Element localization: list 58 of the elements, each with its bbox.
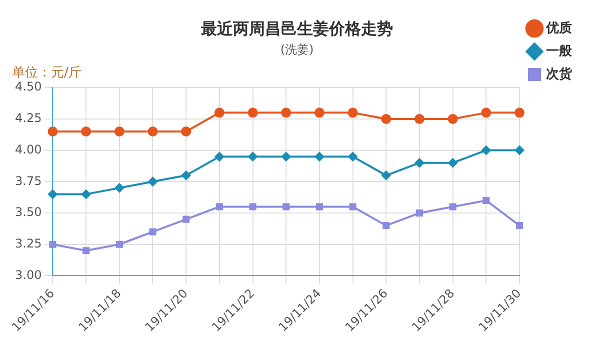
point	[414, 114, 424, 124]
point	[216, 203, 223, 210]
chart-title: 最近两周昌邑生姜价格走势	[200, 18, 393, 38]
point	[482, 196, 490, 204]
point	[149, 228, 156, 236]
point	[182, 216, 190, 223]
point	[314, 152, 324, 162]
point	[314, 108, 324, 118]
point	[281, 108, 292, 118]
point	[349, 203, 356, 210]
point	[116, 240, 123, 248]
point	[382, 222, 390, 230]
point	[82, 247, 90, 254]
point	[148, 126, 158, 136]
point	[281, 152, 292, 162]
point	[49, 240, 56, 248]
point	[81, 126, 92, 136]
point	[448, 158, 458, 168]
point	[448, 114, 458, 124]
point	[214, 108, 224, 118]
point	[449, 203, 456, 210]
point	[481, 145, 492, 156]
point	[516, 222, 524, 230]
y-tick-label: 4.00	[15, 142, 42, 156]
point	[249, 203, 256, 210]
point	[348, 152, 358, 162]
legend-label: 一般	[546, 44, 573, 59]
point	[514, 145, 524, 156]
y-tick-label: 4.50	[15, 80, 42, 94]
point	[48, 189, 58, 200]
y-axis-title: 单位：元/斤	[12, 65, 82, 80]
point	[114, 182, 124, 193]
point	[381, 114, 392, 124]
point	[348, 108, 358, 118]
point	[48, 126, 58, 136]
legend-label: 优质	[545, 20, 572, 36]
point	[148, 176, 158, 187]
point	[414, 158, 424, 168]
point	[248, 152, 258, 162]
chart-subtitle: (洗姜)	[280, 42, 314, 57]
point	[481, 108, 492, 118]
point	[181, 126, 192, 136]
point	[114, 126, 124, 136]
point	[416, 209, 424, 217]
y-tick-label: 3.75	[15, 174, 42, 188]
point	[514, 108, 524, 118]
point	[81, 189, 92, 200]
y-tick-label: 3.00	[15, 268, 42, 282]
y-tick-label: 3.25	[15, 236, 42, 250]
y-tick-label: 3.50	[15, 205, 42, 220]
point	[181, 170, 192, 180]
legend-label: 次货	[546, 66, 573, 82]
y-tick-label: 4.25	[15, 111, 42, 126]
point	[282, 203, 290, 210]
point	[214, 152, 224, 162]
point	[248, 108, 258, 118]
point	[316, 203, 323, 210]
point	[381, 170, 392, 180]
